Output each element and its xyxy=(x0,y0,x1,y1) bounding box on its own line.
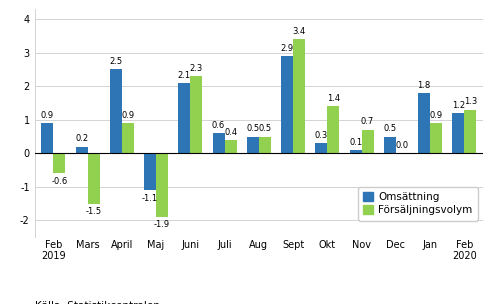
Text: 0.3: 0.3 xyxy=(315,131,328,140)
Text: 0.2: 0.2 xyxy=(75,134,88,143)
Bar xyxy=(144,153,156,190)
Bar xyxy=(247,136,259,153)
Text: 0.6: 0.6 xyxy=(212,121,225,130)
Text: 0.9: 0.9 xyxy=(429,111,443,120)
Bar xyxy=(212,133,225,153)
Bar xyxy=(293,39,305,153)
Bar xyxy=(190,76,202,153)
Text: 0.1: 0.1 xyxy=(349,138,362,147)
Bar xyxy=(327,106,339,153)
Text: 1.2: 1.2 xyxy=(452,101,465,110)
Bar xyxy=(384,136,396,153)
Text: 2.3: 2.3 xyxy=(190,64,203,73)
Bar xyxy=(41,123,53,153)
Text: -0.6: -0.6 xyxy=(51,177,68,186)
Bar xyxy=(464,110,476,153)
Text: 0.9: 0.9 xyxy=(121,111,135,120)
Bar xyxy=(430,123,442,153)
Text: -1.9: -1.9 xyxy=(154,220,170,229)
Bar xyxy=(225,140,237,153)
Text: 0.9: 0.9 xyxy=(41,111,54,120)
Bar xyxy=(281,56,293,153)
Bar xyxy=(350,150,361,153)
Text: -1.1: -1.1 xyxy=(142,194,158,202)
Bar xyxy=(361,130,374,153)
Text: 0.7: 0.7 xyxy=(361,117,374,126)
Legend: Omsättning, Försäljningsvolym: Omsättning, Försäljningsvolym xyxy=(357,187,478,220)
Bar xyxy=(418,93,430,153)
Bar xyxy=(452,113,464,153)
Text: 1.3: 1.3 xyxy=(464,97,477,106)
Text: 0.4: 0.4 xyxy=(224,128,237,136)
Text: 0.0: 0.0 xyxy=(395,141,408,150)
Bar xyxy=(259,136,271,153)
Bar xyxy=(122,123,134,153)
Bar xyxy=(156,153,168,217)
Text: -1.5: -1.5 xyxy=(85,207,102,216)
Bar xyxy=(178,83,190,153)
Bar xyxy=(110,70,122,153)
Text: 1.8: 1.8 xyxy=(418,81,431,90)
Text: Källa: Statistikcentralen: Källa: Statistikcentralen xyxy=(35,301,159,304)
Text: 2.9: 2.9 xyxy=(281,44,294,53)
Bar xyxy=(316,143,327,153)
Text: 2.1: 2.1 xyxy=(178,71,191,80)
Bar xyxy=(75,147,88,153)
Text: 0.5: 0.5 xyxy=(258,124,271,133)
Text: 0.5: 0.5 xyxy=(246,124,259,133)
Text: 3.4: 3.4 xyxy=(292,27,306,36)
Text: 2.5: 2.5 xyxy=(109,57,122,66)
Text: 0.5: 0.5 xyxy=(383,124,396,133)
Bar xyxy=(88,153,100,204)
Text: 1.4: 1.4 xyxy=(327,94,340,103)
Bar xyxy=(53,153,66,173)
